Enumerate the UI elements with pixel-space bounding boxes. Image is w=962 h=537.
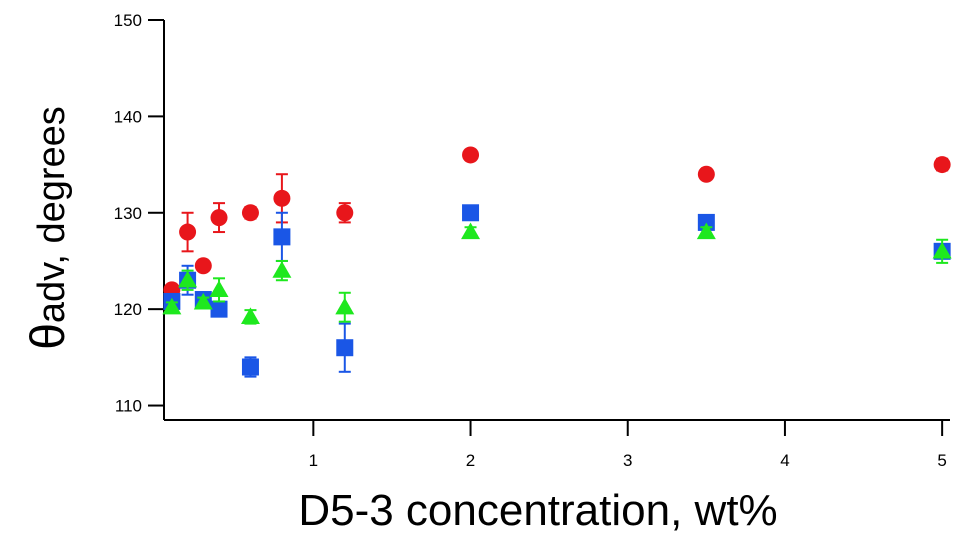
x-tick-label: 2 xyxy=(466,451,475,470)
data-point-square xyxy=(273,228,291,246)
data-point-triangle xyxy=(335,297,355,315)
data-point-triangle xyxy=(240,307,260,324)
data-point-circle xyxy=(336,204,354,222)
data-point-circle xyxy=(273,189,291,207)
data-point-triangle xyxy=(162,297,182,315)
y-axis-title: θadv, degrees xyxy=(22,106,75,350)
y-axis-symbol: θ xyxy=(22,323,75,350)
axes xyxy=(163,20,950,421)
y-axis-unit: , degrees xyxy=(31,106,73,264)
data-point-circle xyxy=(933,156,951,174)
data-point-triangle xyxy=(178,270,198,288)
plot-area xyxy=(162,146,952,378)
y-tick-label: 130 xyxy=(114,204,142,223)
y-tick-label: 140 xyxy=(114,107,142,126)
series-square xyxy=(163,204,951,378)
data-point-triangle xyxy=(461,222,481,240)
y-axis-ticks: 110 120 130 140 150 xyxy=(114,11,164,416)
data-point-triangle xyxy=(932,241,952,259)
x-axis-title: D5-3 concentration, wt% xyxy=(298,486,777,535)
data-point-triangle xyxy=(209,280,229,298)
x-tick-label: 4 xyxy=(780,451,789,470)
y-tick-label: 110 xyxy=(115,397,142,416)
series-triangle xyxy=(162,222,952,325)
data-point-triangle xyxy=(696,222,716,240)
data-point-square xyxy=(336,339,354,357)
data-point-circle xyxy=(210,209,228,227)
x-tick-label: 1 xyxy=(309,451,318,470)
data-point-circle xyxy=(462,146,480,164)
data-point-square xyxy=(241,358,259,376)
data-point-triangle xyxy=(193,292,213,310)
data-point-triangle xyxy=(272,261,292,278)
data-point-circle xyxy=(179,223,197,241)
x-axis-ticks: 1 2 3 4 5 xyxy=(309,420,947,470)
y-axis-subscript: adv xyxy=(31,262,73,323)
x-tick-label: 3 xyxy=(623,451,632,470)
x-tick-label: 5 xyxy=(937,451,946,470)
data-point-circle xyxy=(697,165,715,183)
data-point-square xyxy=(210,300,228,318)
y-tick-label: 150 xyxy=(114,11,142,30)
data-point-square xyxy=(462,204,480,222)
data-point-circle xyxy=(194,257,212,275)
y-tick-label: 120 xyxy=(114,300,142,319)
data-point-circle xyxy=(241,204,259,222)
